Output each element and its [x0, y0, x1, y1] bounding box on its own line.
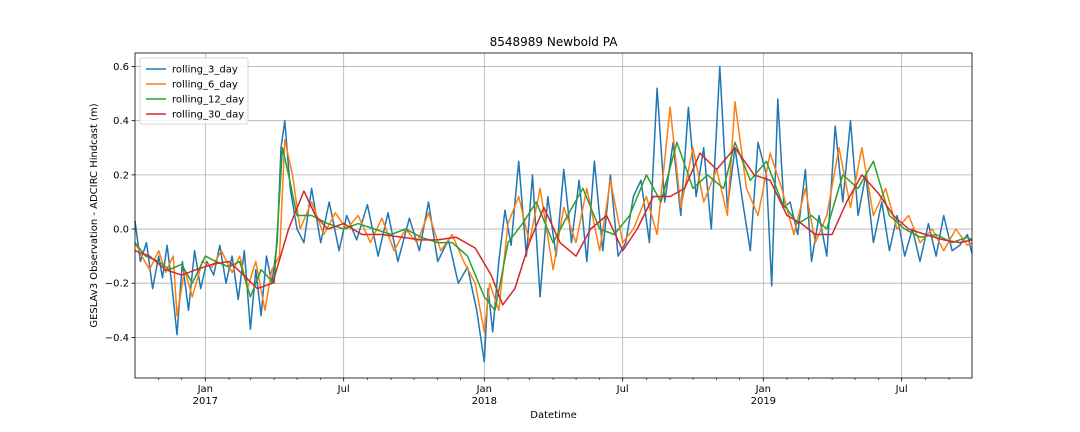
- y-axis-label: GESLAv3 Observation - ADCIRC Hindcast (m…: [89, 103, 100, 327]
- x-tick-label: Jul: [895, 384, 908, 395]
- x-tick-year-label: 2018: [472, 396, 497, 407]
- x-tick-year-label: 2017: [193, 396, 218, 407]
- y-tick-label: 0.0: [113, 225, 129, 236]
- x-tick-label: Jan: [197, 384, 213, 395]
- y-tick-label: −0.2: [105, 279, 129, 290]
- plot-area-frame: [134, 52, 973, 379]
- legend-label-rolling-6-day: rolling_6_day: [172, 80, 238, 91]
- x-axis-label: Datetime: [530, 410, 577, 421]
- y-tick-label: 0.6: [113, 62, 129, 73]
- chart-title: 8548989 Newbold PA: [490, 35, 619, 49]
- x-tick-label: Jul: [337, 384, 350, 395]
- x-tick-label: Jan: [476, 384, 492, 395]
- legend-frame: [139, 57, 249, 125]
- series-layer: [134, 65, 973, 363]
- series-line-rolling-3-day: [134, 65, 973, 363]
- legend-label-rolling-3-day: rolling_3_day: [172, 65, 238, 76]
- legend-label-rolling-12-day: rolling_12_day: [172, 95, 244, 106]
- y-tick-label: −0.4: [105, 333, 129, 344]
- y-tick-label: 0.2: [113, 170, 129, 181]
- legend-label-rolling-30-day: rolling_30_day: [172, 110, 244, 121]
- series-line-rolling-12-day: [134, 141, 973, 312]
- y-tick-label: 0.4: [113, 116, 129, 127]
- x-tick-label: Jan: [755, 384, 771, 395]
- x-tick-label: Jul: [616, 384, 629, 395]
- series-line-rolling-30-day: [134, 147, 973, 306]
- x-tick-year-label: 2019: [751, 396, 776, 407]
- legend: rolling_3_day rolling_6_day rolling_12_day…: [139, 57, 249, 125]
